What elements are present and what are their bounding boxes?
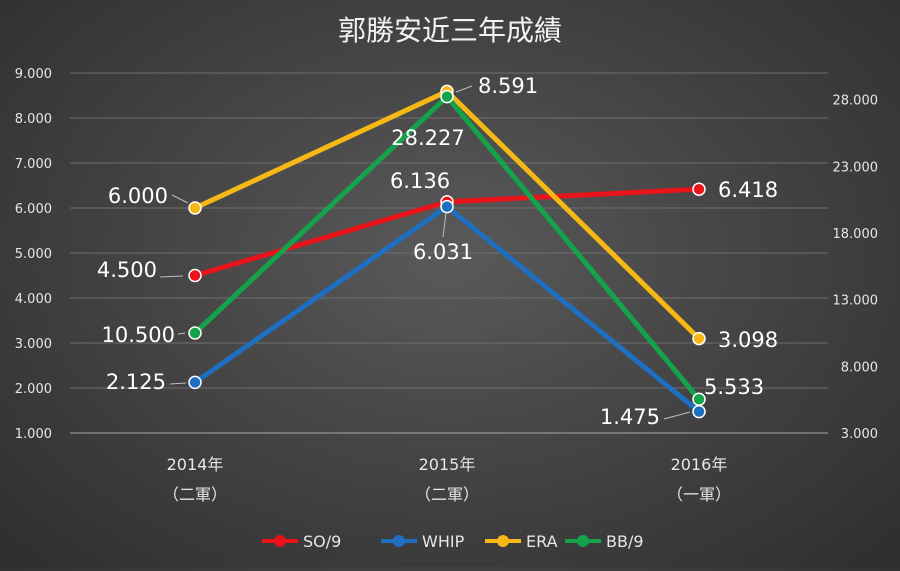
- data-point-bb9: [440, 89, 454, 104]
- legend-label: BB/9: [606, 532, 644, 551]
- data-point-era: [188, 201, 202, 215]
- data-label-so9: 6.418: [718, 178, 778, 202]
- leader-line: [159, 275, 184, 278]
- data-point-bb9: [692, 392, 706, 406]
- legend-label: ERA: [526, 532, 558, 551]
- legend-swatch-marker: [393, 535, 405, 547]
- legend-swatch-marker: [577, 535, 589, 547]
- legend-label: WHIP: [422, 532, 465, 551]
- legend-swatch-marker: [497, 535, 509, 547]
- leader-line: [177, 332, 186, 335]
- data-label-so9: 6.136: [390, 169, 450, 193]
- data-label-era: 6.000: [108, 184, 168, 208]
- leader-line: [442, 212, 447, 238]
- x-tick-label-league: （二軍）: [163, 485, 227, 504]
- data-label-era: 3.098: [718, 328, 778, 352]
- data-point-whip: [692, 404, 706, 419]
- y-left-tick-label: 5.000: [15, 247, 52, 262]
- leader-line: [663, 411, 691, 420]
- y-left-tick-label: 3.000: [15, 337, 52, 352]
- data-label-so9: 4.500: [97, 258, 157, 282]
- leader-line: [169, 382, 187, 385]
- legend-swatch-marker: [274, 535, 286, 547]
- data-label-bb9: 10.500: [102, 323, 175, 347]
- data-label-era: 8.591: [478, 74, 538, 98]
- x-tick-label-year: 2016年: [671, 455, 728, 474]
- left-axis: 1.000 2.000 3.000 4.000 5.000 6.000 7.000 8.000…: [15, 67, 52, 442]
- y-left-tick-label: 4.000: [15, 292, 52, 307]
- y-right-tick-label: 3.000: [841, 427, 878, 442]
- series-layer: [188, 84, 706, 419]
- y-left-tick-label: 8.000: [15, 112, 52, 127]
- data-point-bb9: [188, 326, 202, 340]
- y-right-tick-label: 23.000: [833, 160, 879, 175]
- legend: SO/9 WHIP ERA BB/9: [262, 532, 644, 551]
- legend-label: SO/9: [303, 532, 341, 551]
- y-left-tick-label: 6.000: [15, 202, 52, 217]
- data-point-whip: [440, 199, 454, 214]
- y-left-tick-label: 1.000: [15, 427, 52, 442]
- y-right-tick-label: 18.000: [833, 227, 879, 242]
- y-left-tick-label: 7.000: [15, 157, 52, 172]
- x-tick-label-year: 2015年: [419, 455, 476, 474]
- y-left-tick-label: 2.000: [15, 382, 52, 397]
- right-axis: 3.000 8.000 13.000 18.000 23.000 28.000: [833, 94, 879, 442]
- data-point-whip: [188, 375, 202, 390]
- data-label-bb9: 5.533: [704, 375, 764, 399]
- x-axis: 2014年 （二軍） 2015年 （二軍） 2016年 （一軍）: [163, 455, 731, 504]
- chart-title: 郭勝安近三年成績: [338, 14, 562, 47]
- data-point-era: [692, 331, 706, 346]
- leader-line: [455, 85, 473, 93]
- data-point-so9: [188, 268, 202, 283]
- y-right-tick-label: 13.000: [833, 294, 879, 309]
- data-label-whip: 6.031: [413, 240, 473, 264]
- x-tick-label-year: 2014年: [167, 455, 224, 474]
- x-tick-label-league: （二軍）: [415, 485, 479, 504]
- data-labels: 4.500 6.136 6.418 2.125 6.031 1.475 6.000 8.591…: [97, 74, 778, 429]
- data-label-whip: 1.475: [600, 405, 660, 429]
- y-right-tick-label: 8.000: [841, 360, 878, 375]
- data-label-bb9: 28.227: [391, 126, 464, 150]
- data-point-so9: [692, 182, 706, 196]
- leader-line: [171, 194, 189, 204]
- x-tick-label-league: （一軍）: [667, 485, 731, 504]
- y-right-tick-label: 28.000: [833, 94, 879, 109]
- y-left-tick-label: 9.000: [15, 67, 52, 82]
- data-label-whip: 2.125: [106, 370, 166, 394]
